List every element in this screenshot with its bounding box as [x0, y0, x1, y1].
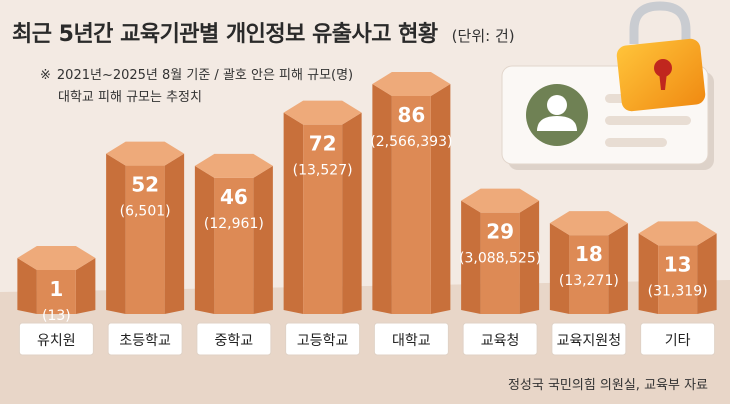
note-mark: ※ — [40, 68, 51, 83]
bar-face-front — [214, 177, 254, 314]
ground-band — [0, 280, 730, 404]
damage-label: (13,527) — [293, 163, 353, 179]
bar-face-right — [342, 112, 362, 315]
value-label: 18 — [575, 242, 603, 266]
bar-face-right — [75, 257, 96, 314]
bar-4: 72 (13,527) 고등학교 — [283, 100, 362, 356]
bar-face-front — [303, 124, 343, 315]
bar-face-left — [549, 223, 570, 314]
category-box — [640, 322, 716, 356]
bar-top — [283, 100, 362, 125]
bar-8: 13 (31,319) 기타 — [638, 221, 717, 356]
bar-face-right — [519, 200, 540, 314]
unit-label: (단위: 건) — [451, 27, 515, 45]
value-label: 86 — [397, 103, 425, 127]
value-label: 13 — [664, 252, 692, 276]
bar-2: 52 (6,501) 초등학교 — [106, 141, 185, 356]
category-box — [107, 322, 183, 356]
category-label: 유치원 — [37, 333, 76, 349]
damage-label: (13,271) — [559, 273, 619, 289]
bar-face-front — [569, 235, 609, 314]
category-label: 초등학교 — [119, 333, 171, 349]
bar-top — [17, 245, 96, 270]
bar-face-left — [638, 233, 659, 314]
bar-top — [461, 188, 540, 213]
value-label: 46 — [220, 185, 248, 209]
category-label: 기타 — [665, 333, 691, 349]
bar-face-left — [461, 200, 481, 314]
category-box — [285, 322, 361, 356]
bar-face-left — [17, 257, 37, 314]
bar-face-left — [106, 153, 126, 314]
category-label: 교육청 — [481, 333, 520, 349]
damage-label: (3,088,525) — [459, 251, 541, 267]
category-box — [18, 322, 94, 356]
category-label: 교육지원청 — [557, 333, 621, 349]
category-box — [551, 322, 627, 356]
value-label: 52 — [131, 173, 159, 197]
value-label: 72 — [309, 132, 337, 156]
value-label: 29 — [486, 220, 514, 244]
damage-label: (6,501) — [120, 204, 171, 220]
chart-title: 최근 5년간 교육기관별 개인정보 유출사고 현황 — [12, 22, 438, 47]
bar-face-front — [36, 269, 76, 314]
title-row: 최근 5년간 교육기관별 개인정보 유출사고 현황 (단위: 건) — [12, 16, 515, 48]
damage-label: (2,566,393) — [370, 134, 452, 150]
note-line-2: 대학교 피해 규모는 추정치 — [58, 90, 202, 105]
bar-top — [372, 72, 451, 96]
damage-label: (12,961) — [204, 216, 264, 232]
category-label: 고등학교 — [297, 333, 349, 349]
bar-face-left — [194, 165, 215, 314]
padlock-icon — [616, 1, 706, 112]
bar-1: 1 (13) 유치원 — [17, 245, 96, 356]
bar-5: 86 (2,566,393) 대학교 — [370, 72, 452, 356]
value-label: 1 — [49, 277, 63, 301]
bar-face-right — [697, 233, 717, 314]
bar-face-front — [480, 212, 520, 314]
bar-face-right — [164, 153, 185, 314]
category-box — [462, 322, 538, 356]
bar-face-right — [608, 223, 628, 314]
bars-group: 1 (13) 유치원 52 (6,501) 초등학교 46 (12,961) 중학교 72 (13,… — [17, 72, 717, 356]
damage-label: (13) — [42, 308, 71, 324]
bar-6: 29 (3,088,525) 교육청 — [459, 188, 541, 356]
bar-top — [549, 211, 628, 236]
bar-top — [106, 141, 185, 166]
damage-label: (31,319) — [648, 283, 708, 299]
bar-7: 18 (13,271) 교육지원청 — [549, 211, 628, 356]
bar-3: 46 (12,961) 중학교 — [194, 153, 273, 356]
note-text-1: 2021년~2025년 8월 기준 / 괄호 안은 피해 규모(명) — [56, 68, 354, 83]
bar-face-front — [658, 245, 698, 314]
category-label: 중학교 — [215, 333, 254, 349]
note-line-1: ※ 2021년~2025년 8월 기준 / 괄호 안은 피해 규모(명) — [40, 64, 353, 83]
category-box — [373, 322, 449, 356]
bar-face-front — [391, 96, 431, 314]
bar-top — [638, 221, 717, 246]
bar-face-left — [372, 84, 392, 314]
bar-face-right — [430, 84, 451, 314]
source-credit: 정성국 국민의힘 의원실, 교육부 자료 — [507, 378, 708, 393]
category-box — [196, 322, 272, 356]
bar-face-right — [253, 165, 273, 314]
bar-top — [194, 153, 273, 178]
bar-face-left — [283, 112, 304, 315]
category-label: 대학교 — [392, 333, 431, 349]
bar-face-front — [125, 165, 165, 314]
